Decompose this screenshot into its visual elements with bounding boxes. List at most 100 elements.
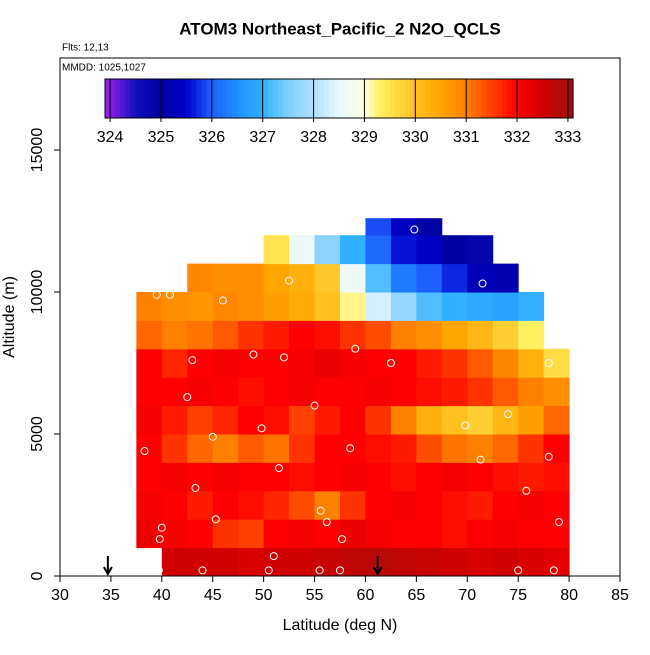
heatmap-cell <box>289 519 316 549</box>
colorbar-swatch <box>150 79 157 118</box>
heatmap-cell <box>212 519 239 549</box>
colorbar-swatch <box>440 79 447 118</box>
observation-point <box>346 444 355 453</box>
colorbar-swatch <box>496 79 503 118</box>
heatmap-cell <box>340 490 366 520</box>
heatmap-cell <box>467 405 494 435</box>
heatmap-cell <box>238 377 265 407</box>
heatmap-cell <box>492 519 519 549</box>
heatmap-cell <box>161 405 188 435</box>
colorbar-swatch <box>120 79 126 118</box>
observation-point <box>269 552 278 561</box>
heatmap-cell <box>314 292 341 321</box>
heatmap-cell <box>365 218 392 236</box>
heatmap-cell <box>518 292 545 321</box>
heatmap-cell <box>492 263 519 293</box>
colorbar-swatch <box>456 79 462 118</box>
plot-frame <box>59 57 621 577</box>
heatmap-cell <box>340 235 366 265</box>
x-tick-label: 40 <box>153 587 171 604</box>
colorbar-swatch <box>486 79 493 118</box>
colorbar-swatch <box>344 79 350 118</box>
y-axis-label: Altitude (m) <box>1 276 18 358</box>
heatmap-cell <box>543 348 570 378</box>
colorbar-swatch <box>313 79 320 118</box>
colorbar-swatch <box>277 79 284 118</box>
observation-point <box>188 356 197 365</box>
heatmap-cell <box>161 434 188 463</box>
x-tick-label: 45 <box>204 587 222 604</box>
heatmap-cell <box>289 377 316 407</box>
observation-point <box>264 566 273 575</box>
colorbar-swatch <box>211 79 218 118</box>
heatmap-cell <box>340 348 366 378</box>
heatmap-cell <box>136 519 163 549</box>
heatmap-cell <box>289 292 316 321</box>
heatmap-cell <box>467 519 494 549</box>
heatmap-cell <box>136 434 163 463</box>
heatmap-cell <box>187 434 214 463</box>
colorbar-swatch <box>389 79 396 118</box>
colorbar-swatch <box>262 79 269 118</box>
heatmap-cell <box>416 235 443 265</box>
heatmap-cell <box>467 547 494 577</box>
colorbar-swatch <box>339 79 345 118</box>
heatmap-cell <box>416 405 443 435</box>
heatmap-cell <box>187 490 214 520</box>
colorbar-swatch <box>425 79 432 118</box>
colorbar-swatch <box>567 79 574 118</box>
heatmap-cell <box>263 434 290 463</box>
heatmap-cell <box>365 434 392 463</box>
heatmap-cell <box>543 519 570 549</box>
colorbar-swatch <box>415 79 421 118</box>
colorbar-swatch <box>318 79 325 118</box>
colorbar-tick-label: 332 <box>504 129 531 146</box>
observation-point <box>554 518 563 527</box>
heatmap-cell <box>441 462 468 492</box>
colorbar-swatch <box>303 79 310 118</box>
heatmap-cell <box>212 405 239 435</box>
chart-title: ATOM3 Northeast_Pacific_2 N2O_QCLS <box>179 19 501 38</box>
colorbar-swatch <box>110 79 116 118</box>
colorbar-swatch <box>328 79 335 118</box>
heatmap-cell <box>416 292 443 321</box>
heatmap-cell <box>467 235 494 265</box>
colorbar-swatch <box>349 79 355 118</box>
heatmap-cell <box>390 235 417 265</box>
heatmap-cell <box>390 434 417 463</box>
heatmap-cell <box>390 490 417 520</box>
heatmap-cell <box>543 462 570 492</box>
x-tick-label: 55 <box>306 587 324 604</box>
colorbar-swatch <box>293 79 299 118</box>
colorbar-swatch <box>130 79 137 118</box>
heatmap-cell <box>314 547 341 577</box>
heatmap-cell <box>238 405 265 435</box>
colorbar-swatch <box>323 79 330 118</box>
heatmap-cell <box>263 405 290 435</box>
colorbar-swatch <box>384 79 391 118</box>
heatmap-cell <box>492 462 519 492</box>
observation-point <box>544 452 553 461</box>
heatmap-cell <box>518 462 545 492</box>
colorbar-swatch <box>400 79 406 118</box>
observation-point <box>544 359 553 368</box>
x-tick-label: 65 <box>407 587 425 604</box>
colorbar-swatch <box>191 79 198 118</box>
colorbar-swatch <box>283 79 289 118</box>
colorbar-swatch <box>227 79 233 118</box>
heatmap-cell <box>314 263 341 293</box>
observation-point <box>461 421 470 430</box>
heatmap-cell <box>518 547 545 577</box>
colorbar-swatch <box>145 79 152 118</box>
heatmap-cell <box>161 462 188 492</box>
heatmap-cell <box>467 462 494 492</box>
heatmap-cell <box>314 519 341 549</box>
y-tick-label: 15000 <box>29 128 46 173</box>
colorbar-swatch <box>481 79 488 118</box>
heatmap-cell <box>441 434 468 463</box>
observation-point <box>155 535 164 544</box>
colorbar-swatch <box>232 79 238 118</box>
colorbar-tick-label: 333 <box>555 129 582 146</box>
observation-point <box>336 566 344 575</box>
observation-point <box>165 290 174 299</box>
